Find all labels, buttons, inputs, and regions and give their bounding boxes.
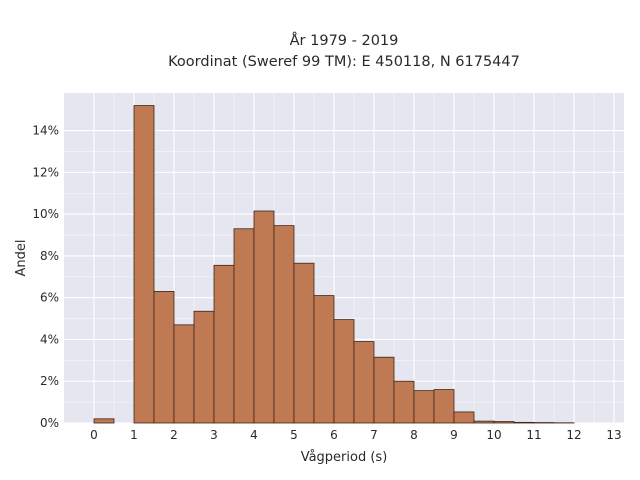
histogram-bar (393, 380, 415, 424)
y-tick-label: 12% (32, 165, 59, 179)
histogram-bar (433, 389, 455, 424)
x-tick-label: 8 (410, 428, 418, 442)
histogram-bar (233, 228, 255, 424)
y-tick-label: 10% (32, 207, 59, 221)
histogram-bar (493, 421, 515, 424)
x-tick-label: 7 (370, 428, 378, 442)
x-tick-label: 12 (566, 428, 581, 442)
histogram-bar (473, 420, 495, 424)
x-tick-label: 11 (526, 428, 541, 442)
y-tick-label: 2% (40, 374, 59, 388)
histogram-bar (133, 105, 155, 424)
x-tick-label: 0 (90, 428, 98, 442)
x-tick-label: 6 (330, 428, 338, 442)
x-tick-label: 9 (450, 428, 458, 442)
y-axis-label: Andel (14, 240, 29, 277)
histogram-bar (153, 291, 175, 424)
histogram-bar (353, 341, 375, 424)
x-tick-label: 4 (250, 428, 258, 442)
chart-title-line-2: Koordinat (Sweref 99 TM): E 450118, N 61… (168, 54, 520, 70)
histogram-bar (453, 411, 475, 424)
x-tick-label: 2 (170, 428, 178, 442)
x-tick-label: 13 (606, 428, 621, 442)
chart-title-line-1: År 1979 - 2019 (290, 32, 399, 49)
histogram-bar (93, 418, 115, 424)
histogram-bar (333, 319, 355, 424)
y-tick-label: 6% (40, 291, 59, 305)
plot-area: 0 1 2 3 4 5 6 7 8 9 10 11 12 130%2%4%6%8%10%12%14% (32, 93, 624, 442)
y-tick-label: 8% (40, 249, 59, 263)
x-tick-label: 10 (486, 428, 501, 442)
histogram-bar (313, 295, 335, 424)
x-axis-label: Vågperiod (s) (301, 450, 388, 465)
histogram-bar (213, 264, 235, 424)
histogram-bar (253, 210, 275, 424)
y-tick-label: 4% (40, 332, 59, 346)
x-tick-label: 1 (130, 428, 138, 442)
histogram-bar (413, 390, 435, 424)
y-tick-label: 0% (40, 416, 59, 430)
histogram-bar (293, 262, 315, 424)
histogram-bar (173, 324, 195, 424)
x-tick-label: 5 (290, 428, 298, 442)
histogram-bar (373, 356, 395, 424)
histogram-bar (193, 310, 215, 424)
y-tick-label: 14% (32, 124, 59, 138)
histogram-bar (273, 225, 295, 424)
x-tick-label: 3 (210, 428, 218, 442)
histogram-bar (513, 421, 535, 424)
